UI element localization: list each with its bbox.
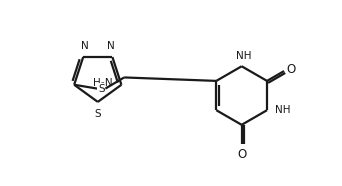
Text: NH: NH	[236, 51, 252, 60]
Text: N: N	[81, 41, 89, 51]
Text: H₂N: H₂N	[93, 78, 113, 88]
Text: S: S	[98, 84, 105, 94]
Text: S: S	[94, 109, 101, 119]
Text: O: O	[286, 63, 295, 76]
Text: O: O	[237, 148, 246, 161]
Text: NH: NH	[275, 105, 291, 115]
Text: N: N	[107, 41, 115, 51]
